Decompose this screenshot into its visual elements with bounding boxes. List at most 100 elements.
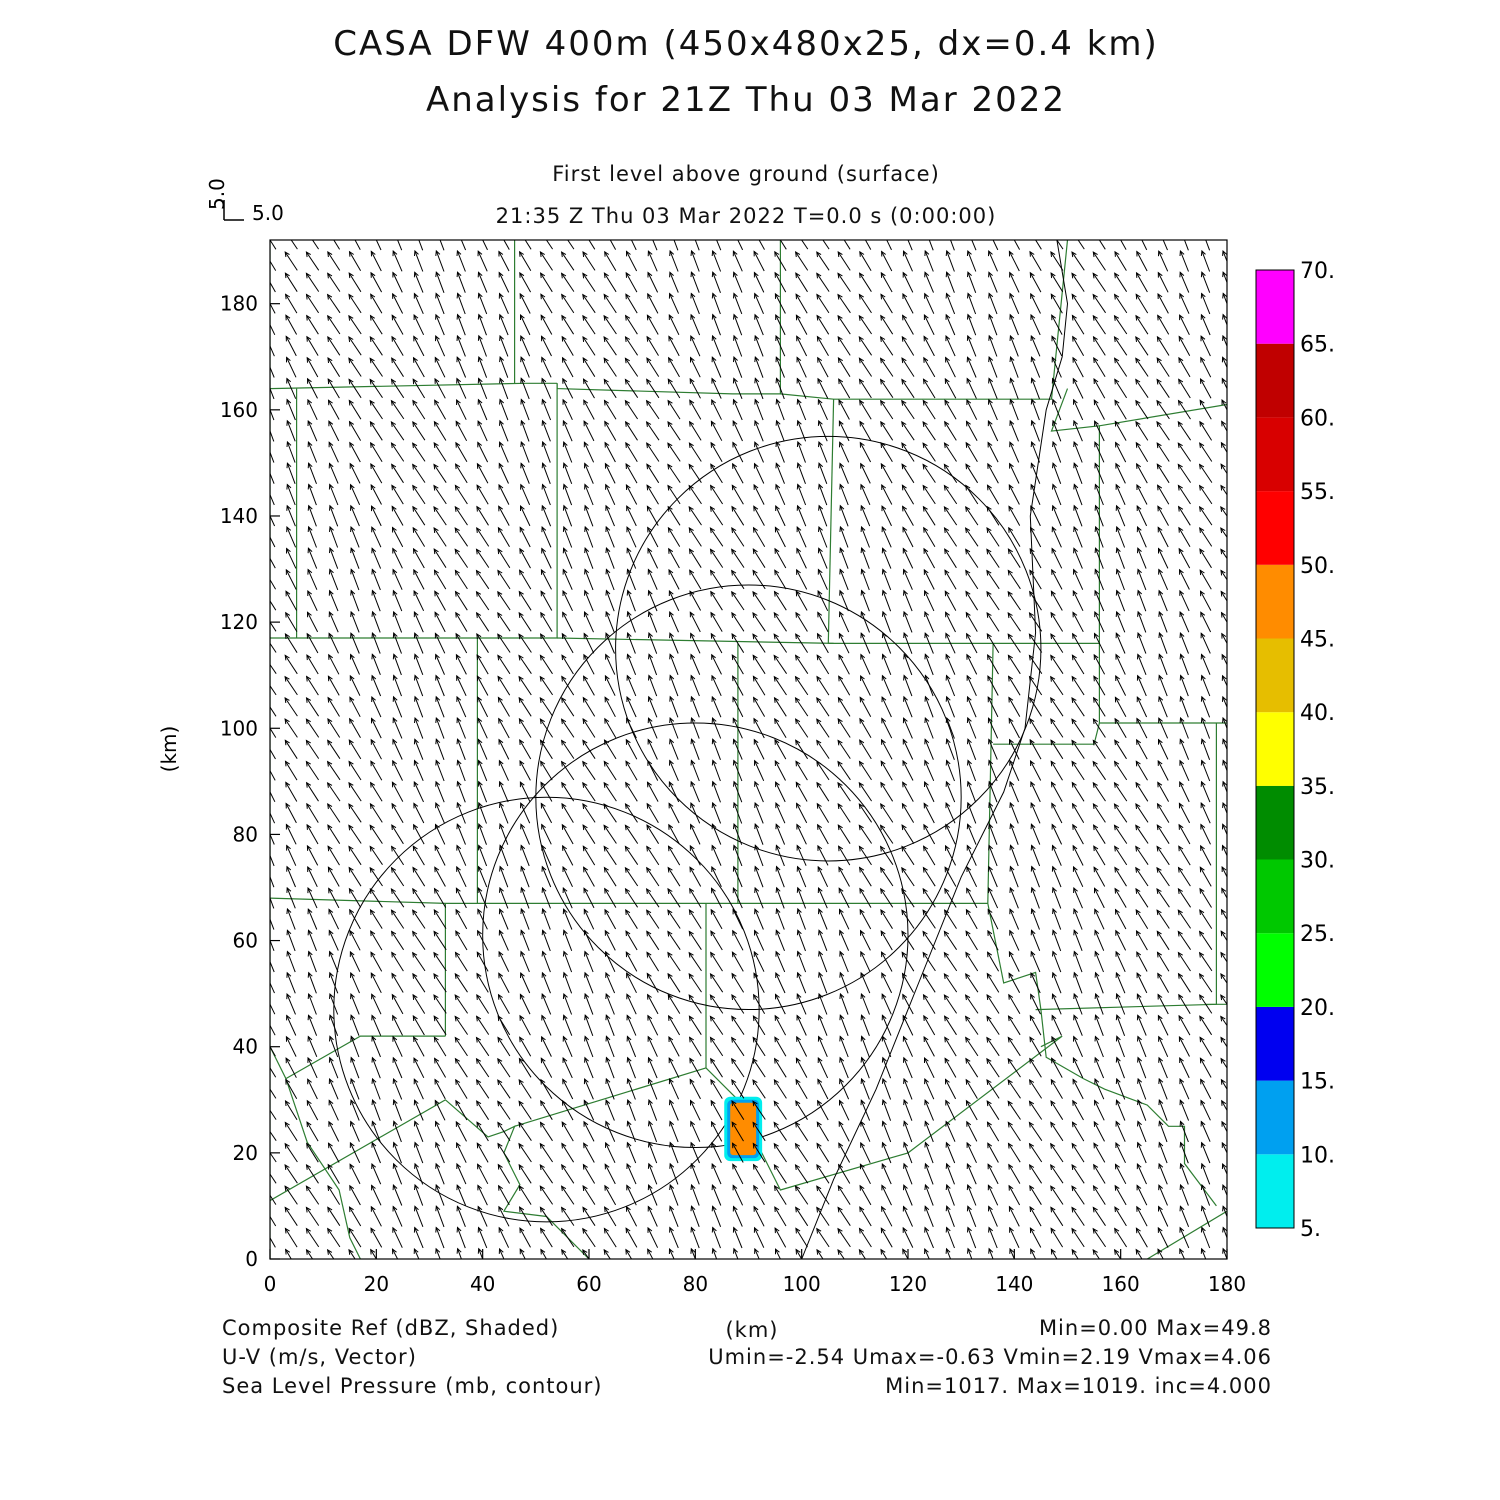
wind-vector-head (369, 802, 375, 809)
wind-vector (668, 1078, 680, 1100)
wind-vector-shaft (818, 420, 828, 442)
wind-vector (369, 866, 383, 887)
wind-vector-shaft (711, 824, 722, 845)
wind-vector-shaft (519, 781, 531, 803)
wind-vector-shaft (476, 1121, 489, 1142)
wind-vector-head (839, 568, 845, 575)
wind-vector-shaft (433, 994, 447, 1014)
wind-vector-head (774, 292, 780, 299)
wind-vector (752, 1142, 766, 1163)
wind-vector-head (839, 1014, 845, 1021)
wind-vector-shaft (752, 570, 766, 590)
wind-vector-shaft (392, 1227, 403, 1248)
wind-vector-shaft (861, 1015, 870, 1036)
wind-vector-head (455, 463, 461, 470)
wind-vector-head (924, 1247, 929, 1255)
wind-vector-head (369, 441, 376, 448)
wind-vector-shaft (838, 676, 851, 696)
wind-vector-shaft (731, 994, 745, 1014)
wind-vector (731, 951, 744, 972)
wind-vector-head (327, 803, 333, 810)
wind-vector-head (348, 845, 354, 852)
wind-vector (965, 1057, 979, 1078)
wind-vector (922, 972, 936, 993)
wind-vector-head (393, 230, 397, 235)
wind-vector-shaft (540, 761, 553, 781)
wind-vector (794, 654, 809, 674)
wind-vector-shaft (370, 909, 383, 929)
wind-vector (350, 568, 360, 591)
wind-vector (413, 1099, 424, 1121)
wind-vector-shaft (668, 336, 680, 357)
wind-vector-shaft (497, 548, 511, 569)
wind-vector (881, 1014, 892, 1036)
wind-vector-shaft (270, 1003, 276, 1015)
wind-vector-shaft (965, 909, 978, 930)
wind-vector-shaft (775, 484, 786, 506)
wind-vector-shaft (943, 485, 958, 505)
wind-vector-shaft (605, 1121, 616, 1142)
wind-vector-head (265, 1228, 269, 1233)
wind-vector-shaft (476, 951, 489, 972)
wind-vector (582, 1185, 596, 1205)
wind-vector-shaft (882, 548, 892, 569)
wind-vector (754, 313, 764, 336)
wind-vector-head (392, 292, 397, 299)
wind-vector-shaft (775, 1248, 781, 1259)
wind-vector-head (924, 1141, 930, 1148)
wind-vector (773, 1142, 787, 1163)
wind-vector (711, 738, 721, 760)
wind-vector-shaft (434, 378, 446, 399)
wind-vector-head (392, 759, 397, 766)
wind-vector (369, 441, 383, 462)
wind-vector-head (667, 420, 673, 427)
wind-vector (647, 738, 658, 760)
wind-vector (582, 739, 596, 759)
wind-vector-head (499, 865, 505, 872)
wind-vector (711, 398, 722, 420)
wind-vector-shaft (881, 993, 892, 1015)
wind-vector-shaft (752, 676, 766, 696)
wind-vector-head (477, 929, 482, 936)
wind-vector-shaft (328, 654, 340, 675)
wind-vector-shaft (371, 1185, 382, 1206)
wind-vector (560, 739, 575, 759)
wind-vector-shaft (391, 994, 404, 1015)
wind-vector-head (945, 802, 951, 809)
wind-vector (477, 1226, 488, 1249)
wind-vector (476, 951, 489, 972)
wind-vector-head (561, 675, 567, 682)
wind-vector-shaft (731, 485, 744, 505)
wind-vector (541, 844, 552, 866)
wind-vector-shaft (270, 917, 275, 930)
wind-vector (624, 887, 639, 908)
wind-vector-shaft (880, 1227, 893, 1248)
wind-vector (284, 675, 298, 696)
wind-vector-head (328, 441, 334, 448)
wind-vector (818, 971, 828, 994)
wind-vector-shaft (754, 399, 764, 421)
wind-vector (392, 250, 403, 272)
wind-vector-head (454, 1036, 460, 1043)
wind-vector-head (626, 674, 632, 681)
wind-vector-shaft (328, 909, 340, 930)
wind-vector-shaft (391, 464, 404, 484)
wind-vector-head (754, 908, 759, 915)
wind-vector-shaft (626, 251, 638, 272)
wind-vector-shaft (563, 484, 573, 506)
wind-vector-head (860, 1120, 866, 1127)
wind-vector-head (944, 1078, 950, 1085)
wind-vector-shaft (434, 1058, 447, 1078)
wind-vector-shaft (731, 633, 745, 653)
wind-vector-shaft (476, 973, 489, 993)
wind-vector (435, 759, 445, 782)
wind-vector (775, 483, 786, 506)
wind-vector-head (327, 1163, 333, 1170)
wind-vector-head (795, 314, 801, 321)
wind-vector-head (265, 973, 269, 978)
wind-vector-shaft (859, 251, 872, 271)
wind-vector (306, 632, 319, 654)
wind-vector-shaft (967, 781, 977, 803)
wind-vector-shaft (305, 1185, 320, 1205)
wind-vector-head (518, 1121, 524, 1128)
